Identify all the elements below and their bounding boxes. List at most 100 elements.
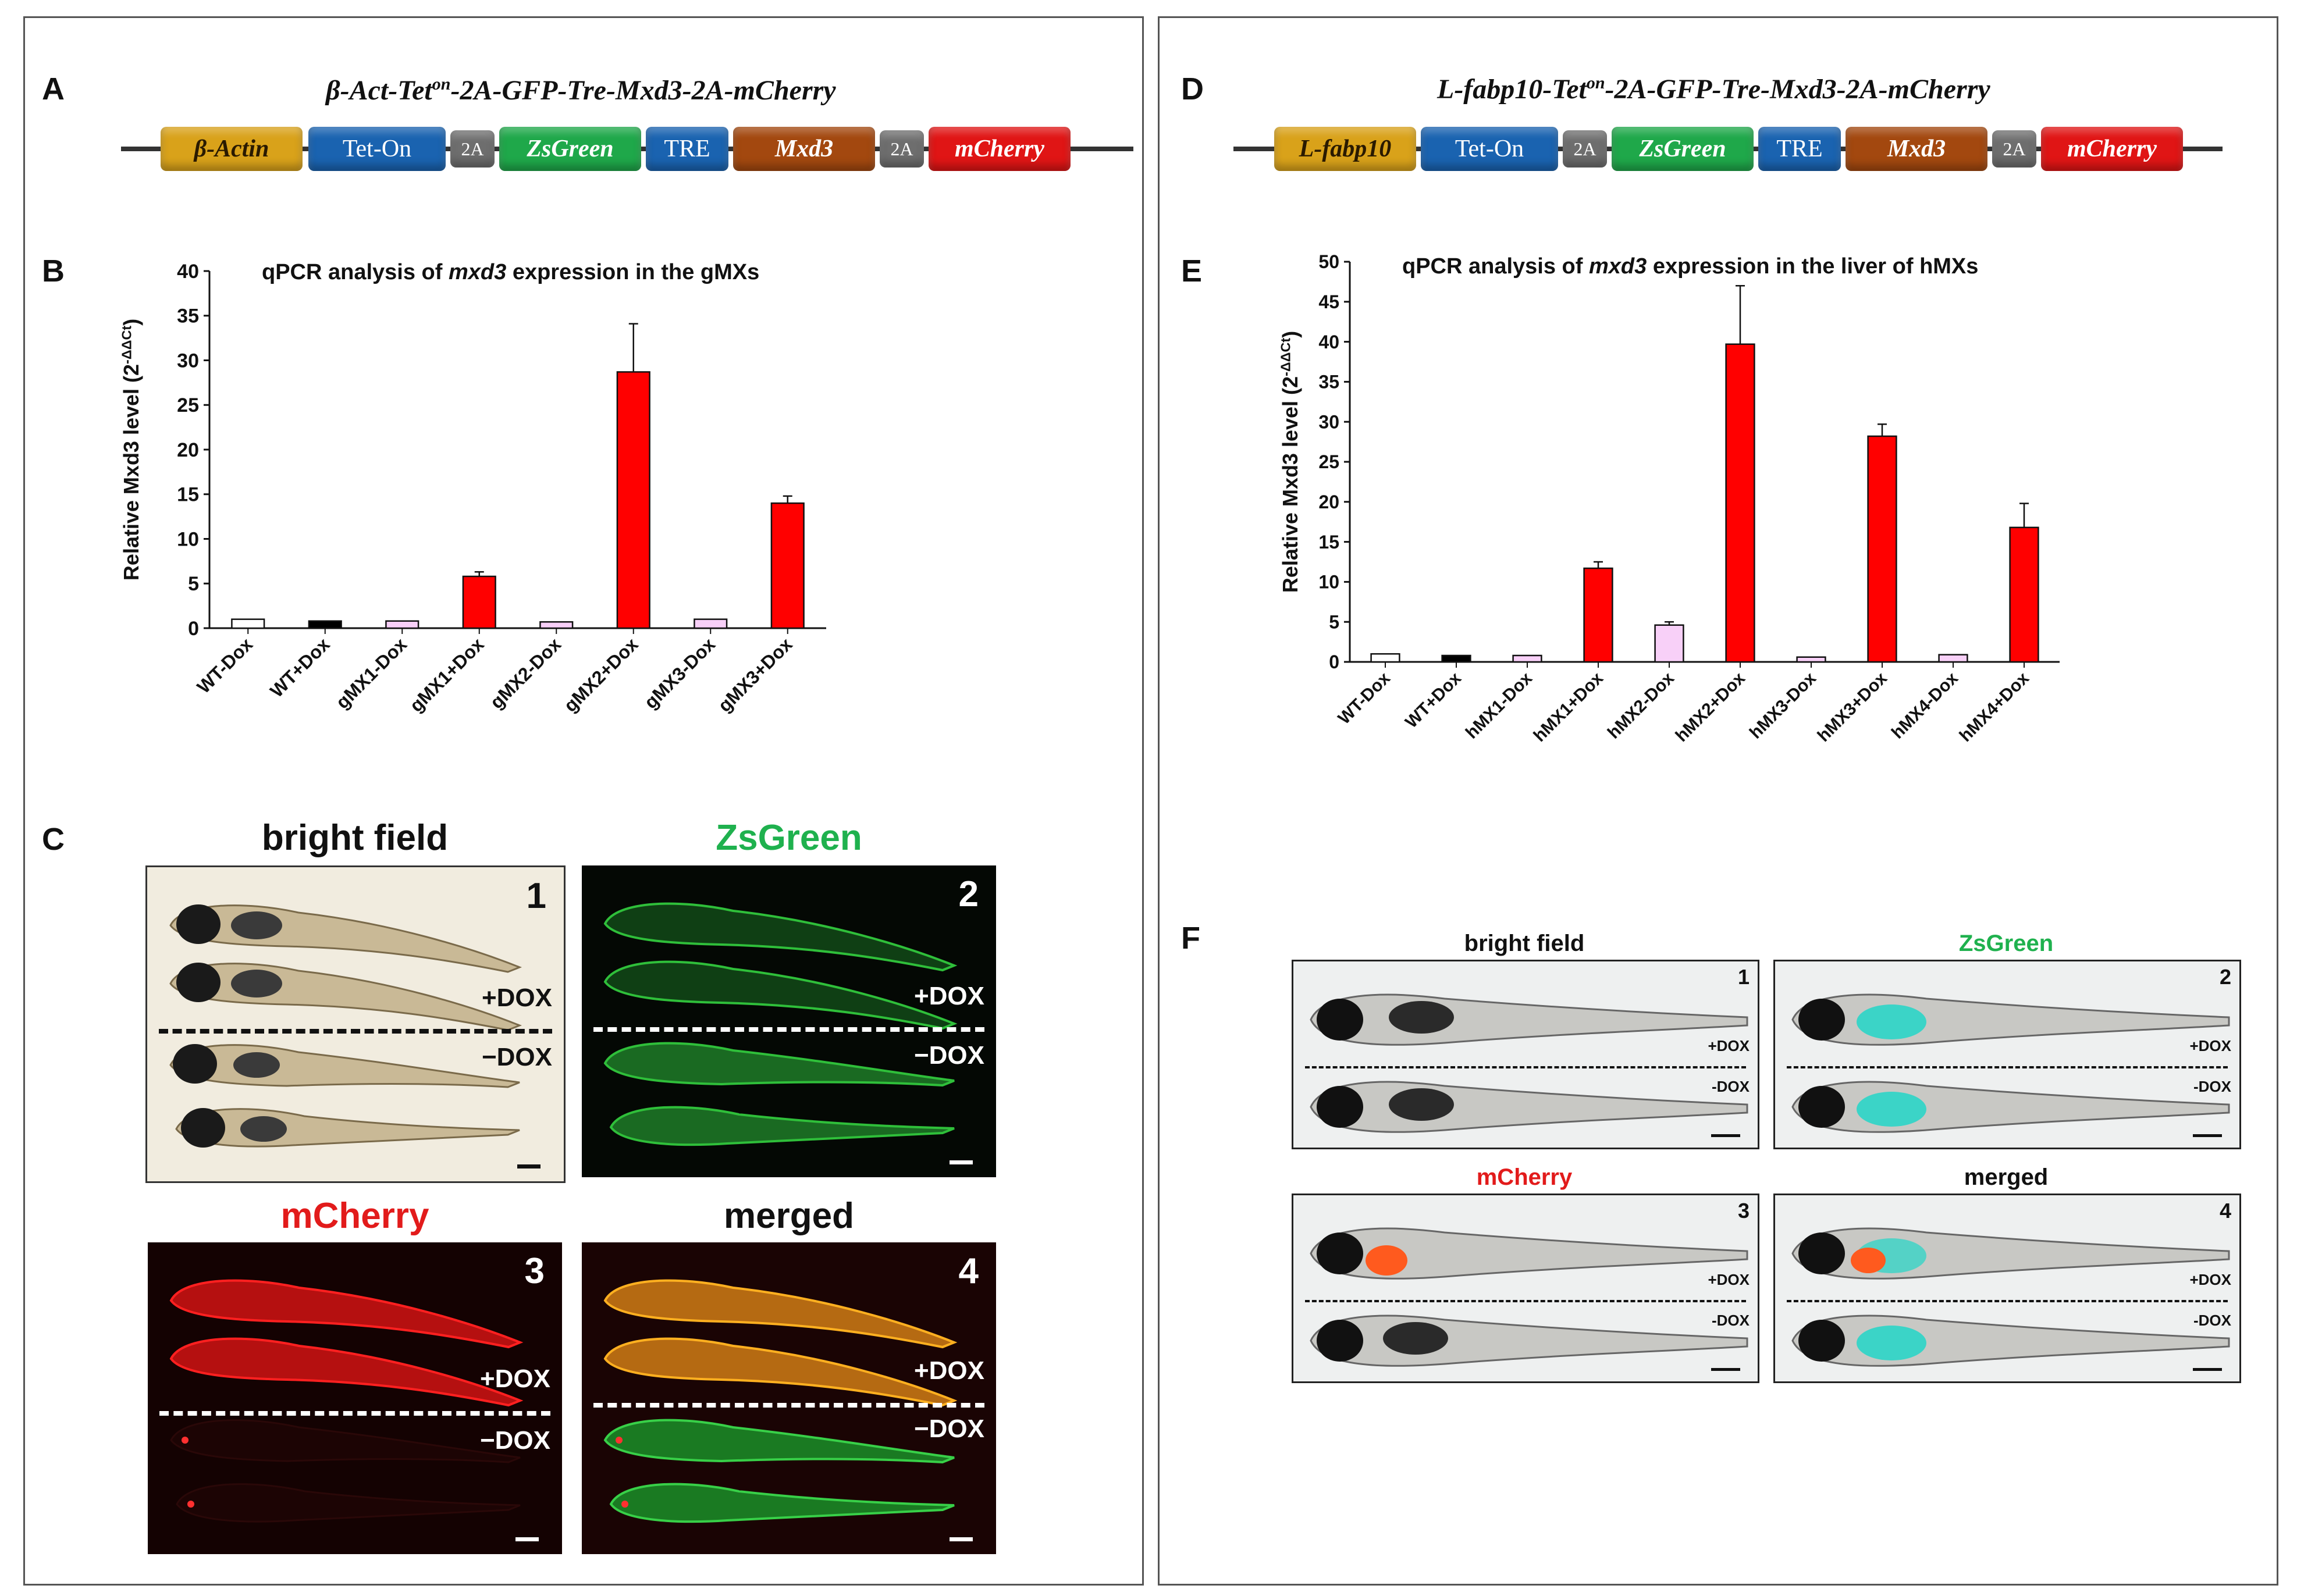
y-tick-label: 0 (188, 618, 199, 640)
dashed-divider (1305, 1066, 1746, 1068)
gene-box-2a: 2A (450, 130, 495, 168)
panel-label-d: D (1181, 72, 1204, 106)
minus-dox-label: -DOX (2193, 1078, 2231, 1095)
y-tick-label: 15 (177, 484, 199, 506)
y-axis-label: Relative Mxd3 level (2-ΔΔCt) (119, 319, 143, 580)
construct-d-sup: on (1586, 73, 1605, 92)
label-bright-field-c: bright field (261, 818, 449, 858)
gene-box-2a: 2A (880, 130, 924, 168)
plus-dox-label: +DOX (481, 984, 552, 1012)
bar (616, 371, 650, 629)
label-merged-f: merged (1964, 1164, 2049, 1190)
gene-box-tet-on: Tet-On (1421, 127, 1558, 171)
bar (1441, 654, 1471, 663)
x-tick-label: gMX1-Dox (332, 633, 411, 712)
fish-larva (1310, 993, 1748, 1046)
y-tick-label: 10 (1318, 572, 1339, 593)
gene-box-mxd3: Mxd3 (1846, 127, 1987, 171)
dashed-divider (1305, 1300, 1746, 1302)
x-tick-label: hMX4-Dox (1888, 668, 1962, 742)
bar (1867, 435, 1897, 663)
panel-number: 2 (2219, 965, 2231, 989)
scale-bar (1711, 1368, 1740, 1371)
y-tick-label: 45 (1318, 291, 1339, 312)
construct-d-prefix: L-fabp10-Tet (1437, 74, 1587, 105)
minus-dox-label: −DOX (913, 1041, 984, 1070)
fish-larva (169, 1044, 520, 1088)
image-merged-c: 4 +DOX −DOX (582, 1242, 996, 1554)
gene-box-2a: 2A (1992, 130, 2036, 168)
image-bright-field-c: 1 +DOX −DOX (145, 865, 566, 1183)
gene-box-tre: TRE (646, 127, 728, 171)
fish-larvae-merged-f (1791, 1227, 2230, 1367)
fish-larva (1310, 1227, 1748, 1280)
fish-larva (169, 963, 522, 1031)
x-tick-label: gMX3-Dox (640, 633, 719, 712)
x-tick-label: hMX3+Dox (1814, 668, 1891, 746)
y-tick-label: 20 (177, 439, 199, 461)
y-tick-label: 0 (1329, 651, 1339, 672)
fish-larva (176, 1483, 521, 1523)
chart-title: qPCR analysis of mxd3 expression in the … (1402, 254, 1978, 279)
fish-larvae-green-f (1791, 993, 2230, 1133)
panel-number: 2 (958, 874, 979, 914)
chart-e: qPCR analysis of mxd3 expression in the … (1278, 251, 2060, 746)
bar (1512, 654, 1542, 663)
fish-larva (1310, 1314, 1748, 1367)
gene-box-zsgreen: ZsGreen (499, 127, 641, 171)
label-zsgreen-c: ZsGreen (716, 818, 862, 858)
fish-larvae-merged-c (603, 1279, 958, 1523)
bar (385, 620, 419, 629)
fish-larva (609, 1106, 955, 1146)
construct-title-a: β-Act-Teton-2A-GFP-Tre-Mxd3-2A-mCherry (326, 74, 836, 106)
bar (694, 618, 728, 629)
fish-larva (169, 1279, 524, 1349)
bar (308, 620, 342, 629)
plus-dox-label: +DOX (479, 1365, 550, 1393)
x-tick-label: gMX2-Dox (486, 633, 565, 712)
plus-dox-label: +DOX (1708, 1271, 1750, 1288)
panel-number: 1 (1737, 965, 1750, 989)
dashed-divider (1787, 1066, 2228, 1068)
fish-larva (1310, 1081, 1748, 1133)
fish-larva (609, 1483, 955, 1523)
y-tick-label: 5 (1329, 611, 1339, 632)
y-tick-label: 15 (1318, 532, 1339, 553)
y-axis-label-sup: -ΔΔCt (119, 326, 134, 364)
fish-larva (169, 904, 522, 973)
minus-dox-label: −DOX (913, 1415, 984, 1443)
x-tick-label: WT-Dox (193, 633, 257, 697)
bar (1654, 624, 1684, 663)
x-tick-label: gMX3+Dox (714, 633, 797, 716)
plus-dox-label: +DOX (913, 1356, 984, 1385)
bar (1796, 656, 1826, 663)
minus-dox-label: −DOX (481, 1043, 552, 1071)
construct-a-sup: on (432, 74, 451, 94)
chart-title: qPCR analysis of mxd3 expression in the … (262, 260, 759, 284)
y-tick-label: 25 (177, 394, 199, 416)
image-bright-field-f: 1 +DOX -DOX (1292, 960, 1759, 1149)
scale-bar (2193, 1368, 2222, 1371)
image-zsgreen-c: 2 +DOX −DOX (582, 865, 996, 1177)
fish-larva (169, 1337, 524, 1407)
label-merged-c: merged (724, 1196, 854, 1236)
label-zsgreen-f: ZsGreen (1958, 931, 2054, 956)
x-tick-label: WT+Dox (266, 633, 334, 701)
construct-d-track: L-fabp10 Tet-On 2A ZsGreen TRE Mxd3 2A m… (1233, 127, 2223, 171)
y-axis-label-main: Relative Mxd3 level (2 (1278, 376, 1302, 593)
fish-larva (603, 1279, 958, 1349)
chart-b: qPCR analysis of mxd3 expression in the … (119, 260, 826, 716)
scale-bar (2193, 1134, 2222, 1137)
y-axis-label-sup: -ΔΔCt (1278, 338, 1293, 376)
construct-a-track: β-Actin Tet-On 2A ZsGreen TRE Mxd3 2A mC… (121, 127, 1133, 171)
image-mcherry-c: 3 +DOX −DOX (148, 1242, 562, 1554)
gene-box-mcherry: mCherry (929, 127, 1071, 171)
bar (1725, 343, 1755, 663)
label-mcherry-c: mCherry (280, 1196, 429, 1236)
y-tick-label: 30 (1318, 411, 1339, 432)
minus-dox-label: -DOX (1712, 1312, 1750, 1329)
y-axis-label-close: ) (119, 319, 143, 326)
y-axis-label-main: Relative Mxd3 level (2 (119, 364, 143, 580)
scale-bar (515, 1537, 539, 1541)
y-tick-label: 5 (188, 573, 199, 595)
